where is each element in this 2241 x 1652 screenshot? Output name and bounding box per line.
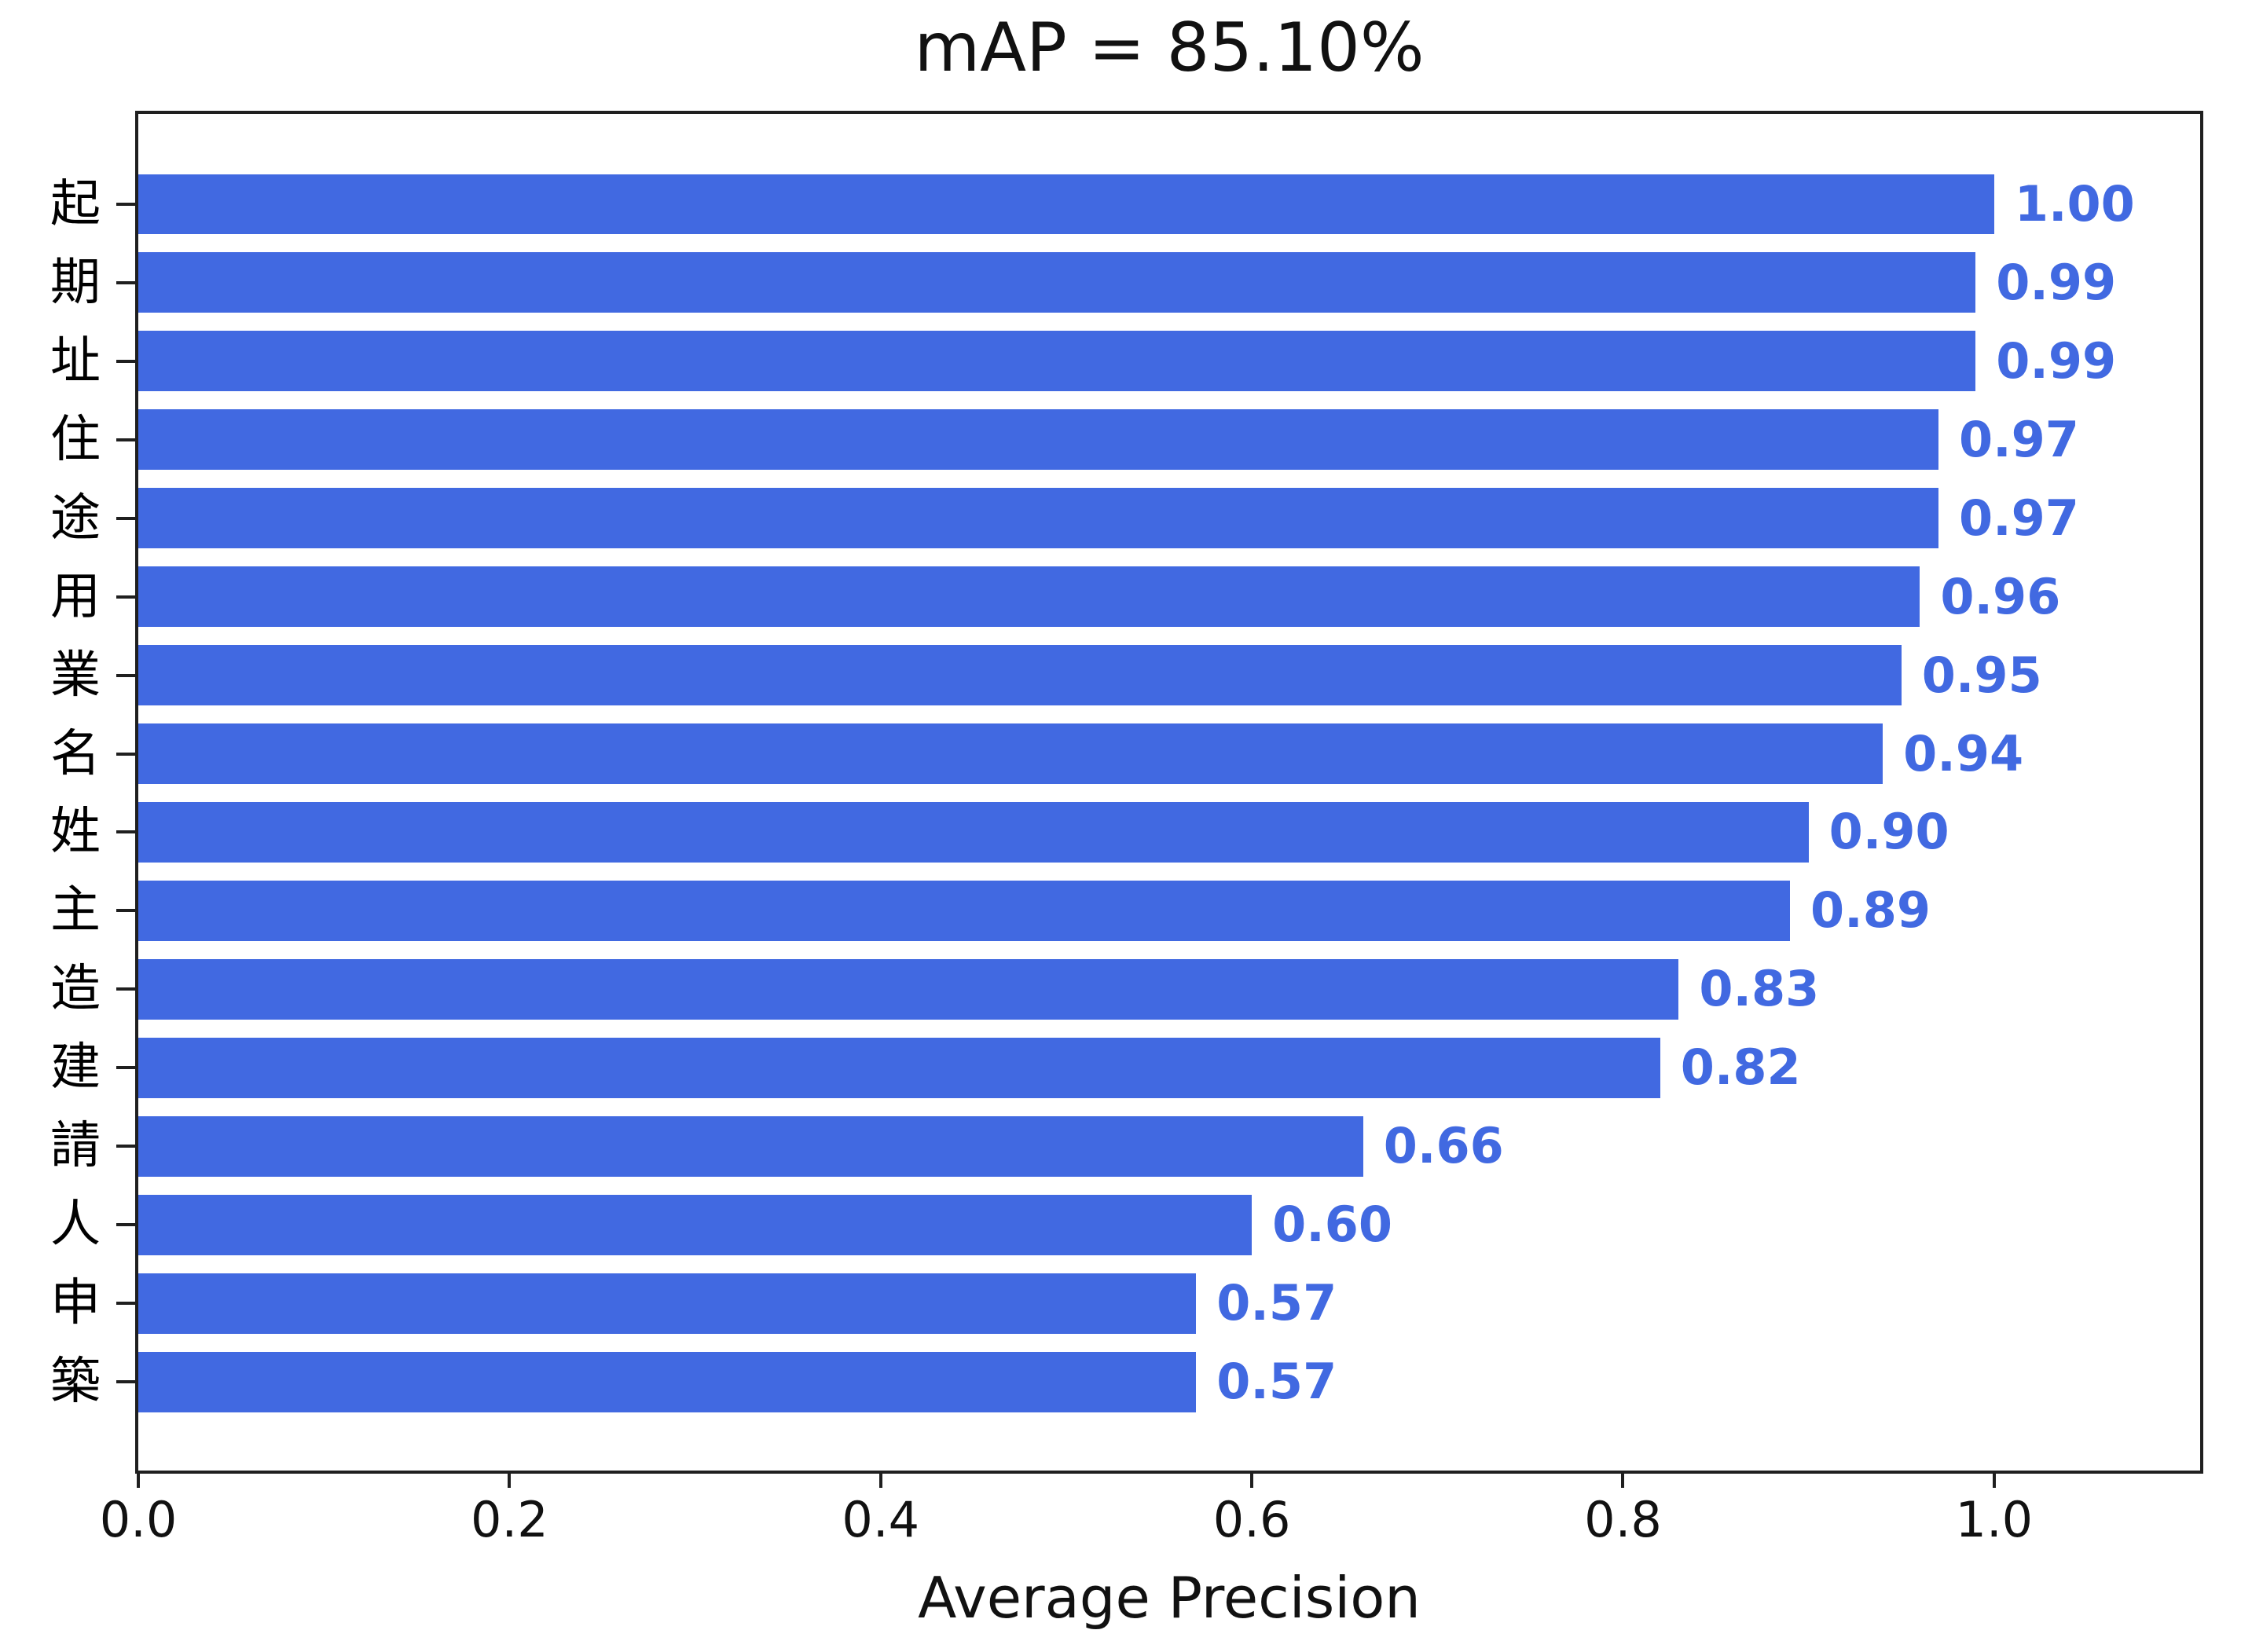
- bar-row: 期 0.99: [50, 244, 2200, 322]
- y-tick: [116, 516, 135, 520]
- bar-row: 業 0.95: [50, 636, 2200, 715]
- y-tick-label: 姓: [50, 804, 101, 860]
- value-label: 0.97: [1958, 489, 2079, 547]
- value-label: 0.96: [1940, 567, 2061, 625]
- bar: [138, 880, 1791, 941]
- bar-row: 起 1.00: [50, 165, 2200, 244]
- value-label: 0.57: [1216, 1353, 1337, 1411]
- bar-row: 申 0.57: [50, 1264, 2200, 1342]
- y-tick: [116, 830, 135, 834]
- y-tick-label: 造: [50, 961, 101, 1017]
- y-tick: [116, 673, 135, 677]
- value-label: 0.97: [1958, 410, 2079, 468]
- x-tick-label: 0.8: [1584, 1491, 1662, 1548]
- bar: [138, 645, 1902, 706]
- bar-row: 請 0.66: [50, 1107, 2200, 1185]
- bar-row: 姓 0.90: [50, 793, 2200, 872]
- value-label: 1.00: [2014, 174, 2135, 233]
- y-tick: [116, 595, 135, 599]
- y-tick-label: 申: [50, 1275, 101, 1331]
- value-label: 0.99: [1996, 331, 2117, 390]
- bar: [138, 1115, 1363, 1177]
- y-tick-label: 起: [50, 175, 101, 232]
- x-tick: [137, 1471, 140, 1488]
- value-label: 0.60: [1272, 1196, 1393, 1254]
- value-label: 0.89: [1810, 881, 1931, 940]
- y-tick: [116, 359, 135, 363]
- bar-row: 人 0.60: [50, 1185, 2200, 1264]
- y-tick: [116, 438, 135, 441]
- bar-row: 建 0.82: [50, 1028, 2200, 1107]
- bar: [138, 1037, 1660, 1098]
- x-tick: [508, 1471, 512, 1488]
- x-tick-label: 0.2: [471, 1491, 548, 1548]
- bar: [138, 488, 1938, 549]
- bar: [138, 1273, 1197, 1334]
- y-tick-label: 址: [50, 332, 101, 389]
- y-tick: [116, 1223, 135, 1227]
- y-tick: [116, 909, 135, 913]
- y-tick: [116, 280, 135, 284]
- y-tick: [116, 1066, 135, 1070]
- bar: [138, 723, 1883, 784]
- bars-area: 起 1.00 期 0.99 址 0.99 住 0.97 途 0.97 用 0.96 業 0.95 名 0.94…: [50, 165, 2200, 1421]
- y-tick-label: 主: [50, 882, 101, 939]
- x-axis-label: Average Precision: [918, 1565, 1421, 1631]
- value-label: 0.83: [1699, 960, 1820, 1018]
- bar: [138, 174, 1994, 235]
- bar: [138, 566, 1920, 628]
- y-tick: [116, 752, 135, 756]
- y-tick: [116, 202, 135, 206]
- bar-row: 主 0.89: [50, 871, 2200, 950]
- y-tick-label: 請: [50, 1118, 101, 1174]
- y-tick-label: 業: [50, 647, 101, 703]
- value-label: 0.94: [1903, 724, 2024, 782]
- value-label: 0.99: [1996, 253, 2117, 311]
- bar-row: 造 0.83: [50, 950, 2200, 1028]
- x-tick-label: 0.4: [842, 1491, 920, 1548]
- x-tick: [878, 1471, 882, 1488]
- y-tick: [116, 1380, 135, 1384]
- y-tick-label: 名: [50, 725, 101, 782]
- y-tick-label: 築: [50, 1353, 101, 1410]
- x-tick: [1992, 1471, 1996, 1488]
- x-tick-label: 0.0: [99, 1491, 178, 1548]
- bar-row: 途 0.97: [50, 479, 2200, 558]
- chart-title: mAP = 85.10%: [914, 9, 1425, 87]
- bar: [138, 958, 1679, 1020]
- value-label: 0.90: [1828, 803, 1949, 861]
- bar: [138, 331, 1976, 392]
- bar: [138, 1194, 1253, 1255]
- value-label: 0.66: [1383, 1117, 1504, 1175]
- x-tick: [1250, 1471, 1254, 1488]
- y-tick-label: 用: [50, 568, 101, 625]
- value-label: 0.82: [1680, 1038, 1801, 1097]
- x-tick-label: 1.0: [1955, 1491, 2034, 1548]
- bar: [138, 252, 1976, 313]
- bar: [138, 1351, 1197, 1412]
- bar: [138, 409, 1938, 471]
- y-tick-label: 途: [50, 489, 101, 546]
- y-tick-label: 期: [50, 254, 101, 310]
- x-tick: [1621, 1471, 1625, 1488]
- bar-row: 名 0.94: [50, 715, 2200, 793]
- y-tick: [116, 1145, 135, 1148]
- x-tick-label: 0.6: [1212, 1491, 1291, 1548]
- y-tick-label: 建: [50, 1039, 101, 1096]
- bar: [138, 802, 1809, 863]
- y-tick-label: 住: [50, 411, 101, 467]
- y-tick: [116, 987, 135, 991]
- bar-row: 用 0.96: [50, 558, 2200, 636]
- bar-row: 住 0.97: [50, 401, 2200, 479]
- value-label: 0.95: [1921, 646, 2042, 704]
- bar-row: 址 0.99: [50, 322, 2200, 401]
- plot-area: 起 1.00 期 0.99 址 0.99 住 0.97 途 0.97 用 0.96 業 0.95 名 0.94…: [50, 111, 2203, 1544]
- y-tick: [116, 1302, 135, 1306]
- value-label: 0.57: [1216, 1274, 1337, 1332]
- bar-row: 築 0.57: [50, 1342, 2200, 1421]
- y-tick-label: 人: [50, 1196, 101, 1253]
